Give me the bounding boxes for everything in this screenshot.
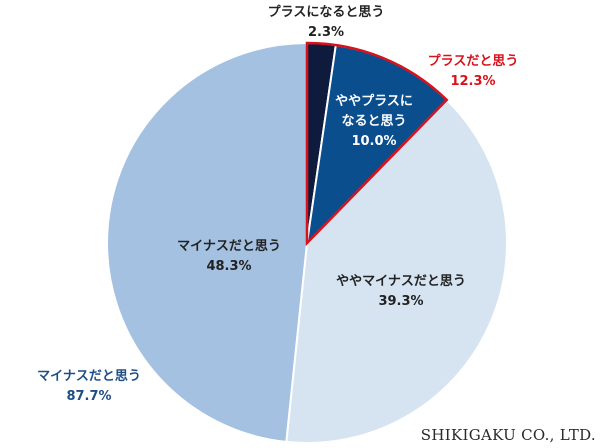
pie-slice-3 [106,41,308,444]
slice-label-plus-value: 2.3% [307,25,345,40]
slice-label-minus-value: 48.3% [206,259,252,274]
group-label-plus: プラスだと思う 12.3% [428,52,519,92]
slice-label-plus: プラスになると思う 2.3% [268,3,385,43]
group-outline-0 [305,41,449,247]
group-label-minus-name: マイナスだと思う [37,369,141,384]
slice-label-somewhat-plus-line2: なると思う [341,114,407,129]
slice-label-somewhat-minus-value: 39.3% [378,294,424,309]
pie-slice-2 [285,98,508,444]
slice-label-somewhat-plus-line1: ややプラスに [335,94,413,109]
group-label-minus: マイナスだと思う 87.7% [37,367,141,407]
slice-label-somewhat-minus: ややマイナスだと思う 39.3% [336,272,466,312]
slice-label-minus: マイナスだと思う 48.3% [177,237,281,277]
brand-footer: SHIKIGAKU CO., LTD. [420,426,596,444]
group-label-plus-value: 12.3% [450,74,496,89]
slice-label-somewhat-minus-name: ややマイナスだと思う [336,274,466,289]
slice-label-minus-name: マイナスだと思う [177,239,281,254]
slice-label-somewhat-plus-value: 10.0% [351,134,397,149]
slice-label-somewhat-plus: ややプラスに なると思う 10.0% [335,92,413,152]
group-label-plus-name: プラスだと思う [427,54,519,69]
slice-label-plus-name: プラスになると思う [267,5,385,20]
group-label-minus-value: 87.7% [66,389,112,404]
